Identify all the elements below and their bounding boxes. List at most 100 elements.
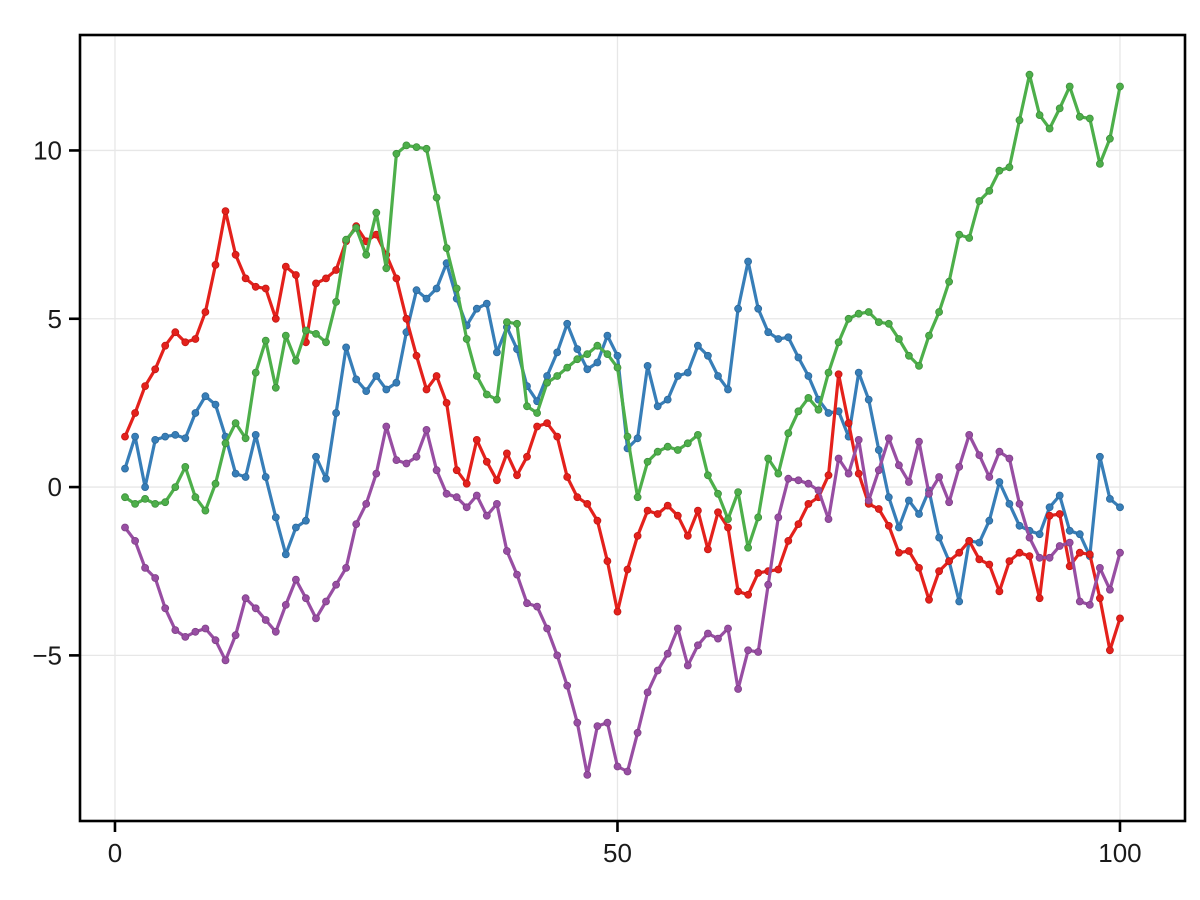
marker-series_green (1096, 159, 1104, 168)
marker-series_blue (191, 409, 200, 417)
marker-series_green (452, 284, 461, 293)
marker-series_blue (332, 409, 341, 417)
marker-series_blue (854, 368, 863, 377)
marker-series_green (945, 277, 953, 286)
marker-series_green (211, 479, 220, 488)
marker-series_blue (161, 432, 170, 441)
marker-series_green (874, 318, 883, 327)
marker-series_blue (1096, 452, 1104, 461)
marker-series_blue (895, 523, 903, 532)
marker-series_green (884, 319, 893, 328)
marker-series_purple (402, 459, 411, 468)
marker-series_purple (764, 580, 773, 589)
marker-series_red (643, 506, 652, 515)
marker-series_green (523, 402, 531, 411)
marker-series_purple (563, 681, 572, 690)
marker-series_purple (281, 601, 290, 609)
marker-series_purple (694, 641, 702, 650)
marker-series_blue (905, 496, 913, 505)
marker-series_purple (523, 599, 531, 608)
marker-series_blue (593, 358, 602, 367)
marker-series_green (613, 363, 622, 372)
marker-series_green (1035, 111, 1044, 119)
marker-series_purple (251, 604, 260, 613)
marker-series_red (593, 516, 602, 525)
marker-series_blue (935, 533, 943, 542)
marker-series_green (764, 454, 773, 463)
marker-series_green (653, 447, 662, 456)
marker-series_purple (432, 466, 441, 475)
marker-series_red (884, 521, 893, 530)
marker-series_purple (633, 728, 642, 737)
marker-series_green (694, 430, 702, 439)
plot-area (80, 35, 1185, 821)
x-tick-label: 100 (1098, 838, 1141, 868)
marker-series_red (744, 590, 752, 599)
marker-series_red (533, 422, 541, 431)
marker-series_purple (241, 594, 250, 603)
marker-series_blue (663, 395, 672, 404)
marker-series_purple (643, 688, 652, 697)
marker-series_purple (382, 422, 391, 431)
marker-series_red (754, 569, 763, 577)
marker-series_red (171, 328, 180, 337)
marker-series_green (714, 489, 722, 498)
marker-series_purple (452, 493, 461, 502)
marker-series_red (281, 262, 290, 271)
marker-series_blue (704, 351, 712, 360)
marker-series_green (402, 141, 411, 150)
marker-series_blue (472, 304, 481, 313)
x-tick-label: 50 (603, 838, 632, 868)
marker-series_purple (814, 486, 823, 495)
marker-series_red (241, 274, 250, 283)
marker-series_green (995, 166, 1004, 175)
marker-series_purple (412, 452, 421, 461)
marker-series_purple (573, 718, 582, 727)
marker-series_green (482, 390, 491, 399)
marker-series_blue (392, 378, 401, 387)
marker-series_blue (261, 473, 270, 481)
marker-series_red (683, 532, 692, 540)
marker-series_purple (603, 718, 612, 727)
marker-series_blue (151, 435, 160, 444)
marker-series_red (211, 260, 220, 269)
marker-series_green (372, 208, 381, 217)
marker-series_purple (985, 473, 994, 481)
marker-series_green (673, 446, 682, 454)
marker-series_purple (1005, 454, 1014, 463)
marker-series_red (392, 274, 401, 283)
marker-series_purple (653, 666, 662, 675)
marker-series_green (322, 338, 330, 347)
marker-series_blue (171, 430, 180, 439)
marker-series_red (623, 565, 632, 574)
marker-series_green (281, 331, 290, 340)
marker-series_blue (1005, 499, 1014, 508)
marker-series_green (593, 341, 602, 350)
marker-series_purple (754, 648, 763, 656)
marker-series_blue (864, 395, 873, 404)
marker-series_green (1025, 70, 1034, 79)
marker-series_green (291, 356, 300, 365)
marker-series_red (221, 207, 230, 216)
marker-series_purple (673, 624, 682, 633)
y-tick-label: 0 (48, 472, 62, 502)
marker-series_purple (543, 624, 551, 633)
marker-series_purple (583, 771, 592, 779)
marker-series_green (121, 493, 129, 502)
marker-series_purple (925, 489, 933, 498)
marker-series_green (191, 493, 200, 502)
marker-series_green (332, 297, 341, 306)
marker-series_purple (462, 503, 471, 512)
marker-series_red (1106, 646, 1114, 655)
marker-series_red (633, 532, 642, 540)
marker-series_green (1005, 163, 1014, 172)
marker-series_red (332, 266, 341, 274)
marker-series_green (1075, 112, 1084, 121)
marker-series_green (583, 350, 592, 359)
marker-series_red (1055, 510, 1064, 518)
line-series_red (123, 209, 1122, 652)
marker-series_purple (422, 425, 431, 434)
marker-series_green (492, 395, 501, 404)
marker-series_red (422, 385, 431, 394)
marker-series_green (975, 197, 984, 205)
